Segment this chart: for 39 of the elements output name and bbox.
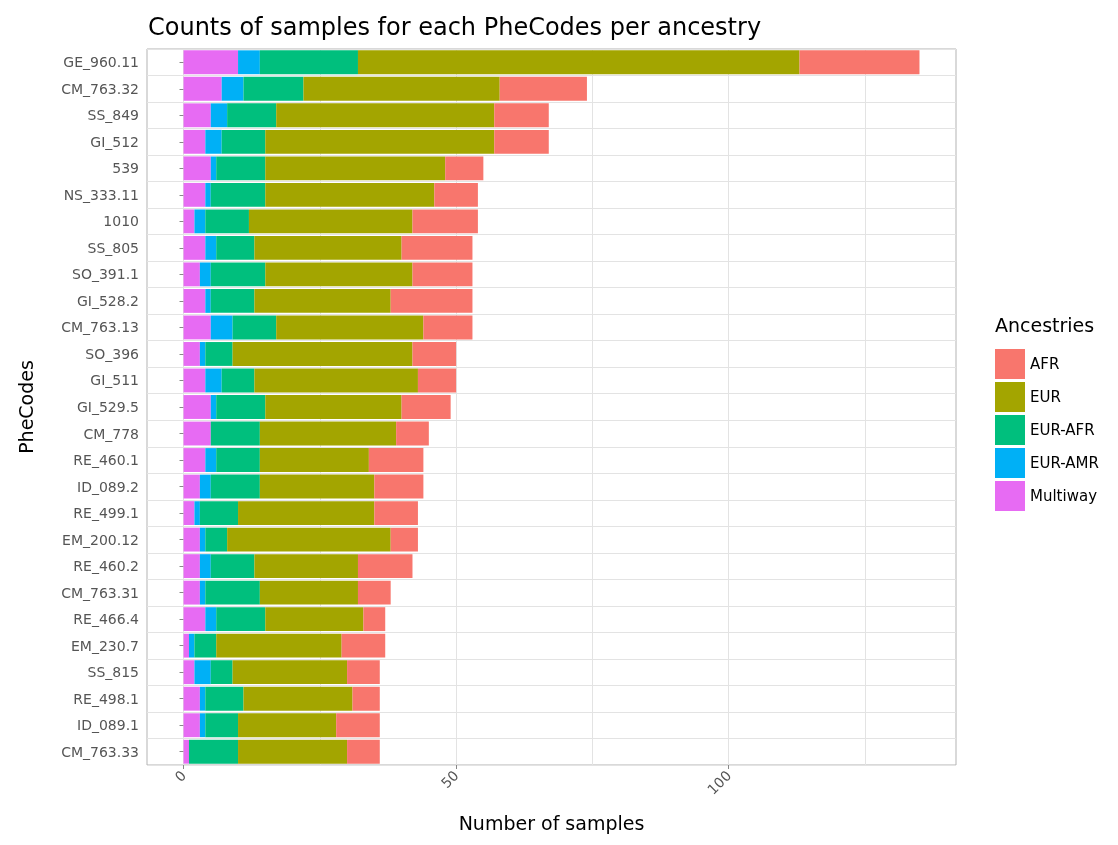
y-tick-label: 1010 (103, 213, 139, 230)
y-tick-label: CM_763.13 (61, 319, 139, 336)
y-tick-label: ID_089.1 (77, 717, 139, 734)
x-tick-label: 100 (704, 767, 735, 798)
y-tick-label: ID_089.2 (77, 478, 139, 495)
legend-label: AFR (1030, 355, 1060, 373)
y-tick-label: SO_396 (85, 345, 140, 362)
y-tick-label: RE_460.1 (73, 452, 139, 469)
y-tick-label: RE_460.2 (73, 558, 139, 575)
y-tick-label: NS_333.11 (63, 186, 139, 203)
y-tick-label: GI_528.2 (76, 292, 139, 309)
y-tick-label: GI_529.5 (76, 399, 139, 415)
y-tick-label: RE_466.4 (73, 611, 140, 628)
y-axis-title: PheCodes (14, 360, 37, 454)
y-tick-label: CM_778 (83, 425, 139, 442)
y-tick-label: SS_815 (87, 664, 139, 681)
legend-label: EUR-AMR (1030, 454, 1099, 472)
y-tick-label: CM_763.33 (61, 743, 139, 760)
legend-label: EUR (1030, 388, 1061, 406)
y-tick-label: SO_391.1 (72, 266, 139, 283)
y-tick-label: CM_763.32 (61, 80, 139, 97)
y-tick-label: EM_230.7 (70, 637, 139, 654)
legend-label: EUR-AFR (1030, 421, 1095, 439)
x-axis-title: Number of samples (458, 811, 645, 834)
y-tick-label: RE_499.1 (73, 505, 139, 522)
legend-label: Multiway (1030, 487, 1098, 505)
x-tick-label: 0 (171, 767, 190, 785)
y-tick-label: EM_200.12 (62, 531, 139, 548)
y-tick-label: GI_512 (90, 133, 139, 150)
y-tick-label: RE_498.1 (73, 690, 139, 707)
y-tick-label: SS_805 (87, 239, 139, 256)
chart-title: Counts of samples for each PheCodes per ancestry (148, 13, 762, 41)
legend-title: Ancestries (995, 313, 1095, 336)
y-tick-label: GE_960.11 (63, 54, 139, 71)
x-tick-label: 50 (437, 767, 462, 792)
y-tick-label: GI_511 (90, 372, 139, 389)
y-tick-label: SS_849 (87, 107, 139, 124)
y-tick-label: CM_763.31 (61, 584, 139, 601)
y-tick-label: 539 (112, 160, 139, 177)
